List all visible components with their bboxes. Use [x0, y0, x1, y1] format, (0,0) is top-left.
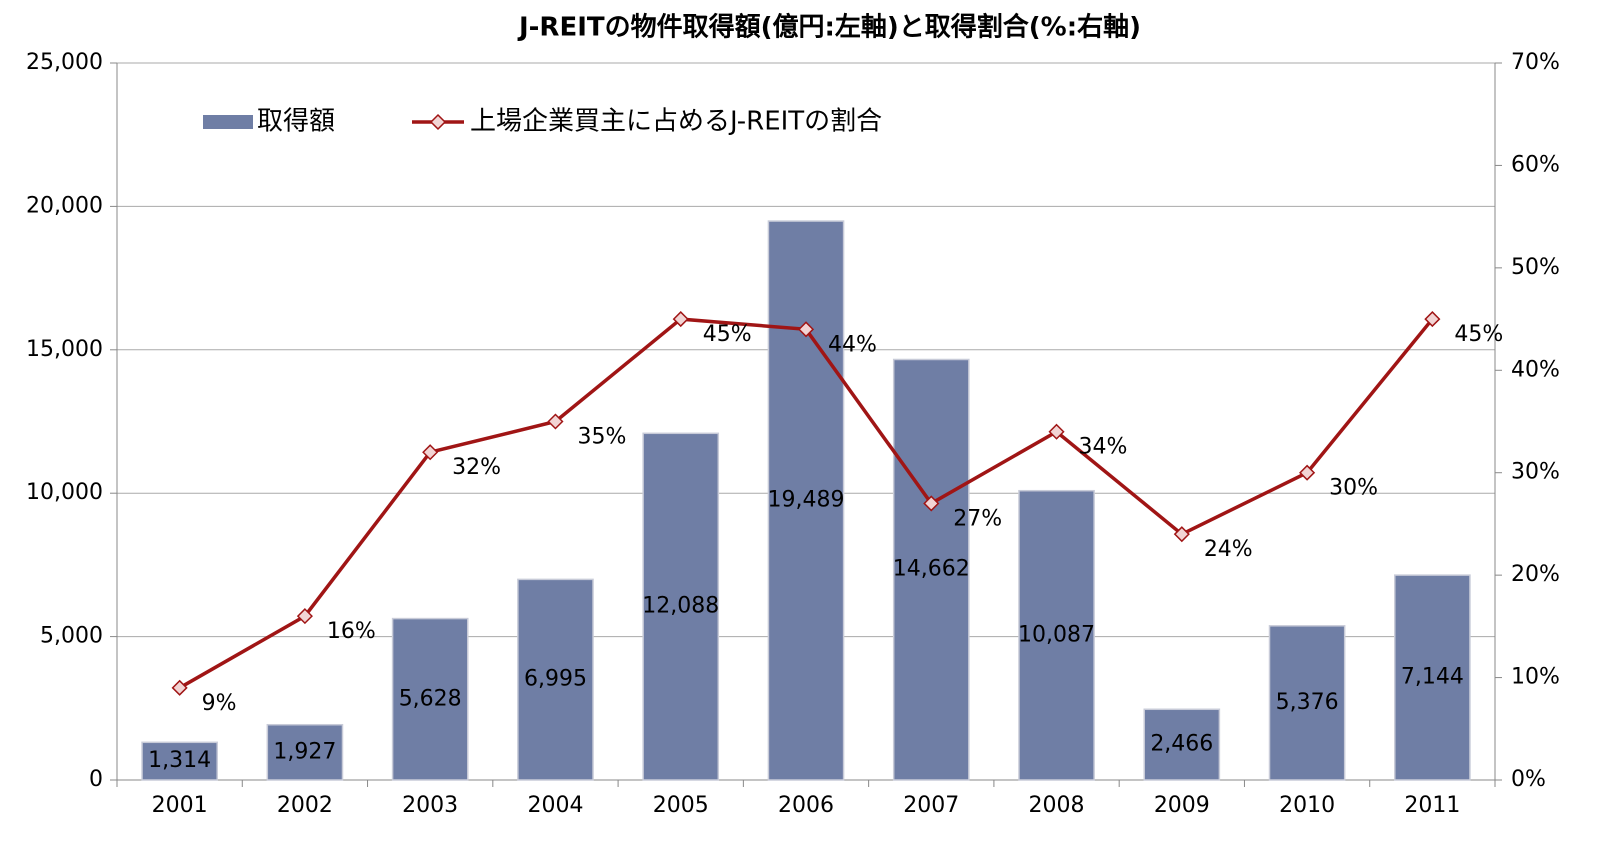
bar	[1018, 489, 1095, 781]
line-value-label: 35%	[577, 425, 626, 450]
bar-value-label: 5,376	[1276, 690, 1339, 715]
x-tick-label: 2001	[152, 793, 208, 818]
y2-tick-label: 0%	[1511, 767, 1546, 792]
y-tick-label: 25,000	[26, 50, 103, 75]
chart-title: J-REITの物件取得額(億円:左軸)と取得割合(%:右軸)	[517, 12, 1141, 43]
line-value-label: 45%	[1454, 322, 1503, 347]
bar-value-label: 1,927	[273, 739, 336, 764]
bar	[1268, 625, 1346, 781]
line-marker	[1173, 526, 1190, 543]
x-tick-label: 2007	[903, 793, 959, 818]
legend-swatch	[203, 115, 253, 129]
bar	[517, 578, 594, 781]
bar	[642, 432, 720, 781]
y-tick-label: 5,000	[40, 624, 103, 649]
bar	[266, 723, 344, 781]
x-tick-label: 2009	[1154, 793, 1210, 818]
bar-value-label: 14,662	[893, 557, 970, 582]
y-tick-label: 10,000	[26, 480, 103, 505]
line-value-label: 27%	[953, 506, 1002, 531]
x-tick-label: 2005	[653, 793, 709, 818]
line-marker	[547, 413, 564, 430]
bar-value-label: 19,489	[768, 488, 845, 513]
line-value-label: 16%	[327, 619, 376, 644]
bar-value-label: 5,628	[399, 686, 462, 711]
line-marker	[1424, 311, 1441, 328]
line-value-label: 9%	[202, 691, 237, 716]
legend-marker	[429, 113, 447, 131]
line-marker	[1048, 423, 1065, 440]
y2-tick-label: 60%	[1511, 152, 1560, 177]
line-value-label: 45%	[703, 322, 752, 347]
y2-tick-label: 50%	[1511, 255, 1560, 280]
bar-value-label: 10,087	[1018, 622, 1095, 647]
line-value-label: 30%	[1329, 476, 1378, 501]
line-marker	[923, 495, 940, 512]
y2-tick-label: 70%	[1511, 50, 1560, 75]
y-tick-label: 15,000	[26, 337, 103, 362]
bar	[892, 358, 970, 781]
x-tick-label: 2004	[527, 793, 583, 818]
bar	[1143, 708, 1221, 781]
line-marker	[1299, 464, 1316, 481]
line-value-label: 44%	[828, 332, 877, 357]
x-tick-label: 2011	[1404, 793, 1460, 818]
legend-label: 上場企業買主に占めるJ-REITの割合	[470, 107, 882, 137]
x-tick-label: 2006	[778, 793, 834, 818]
x-tick-label: 2010	[1279, 793, 1335, 818]
line-marker	[672, 311, 689, 328]
y2-tick-label: 30%	[1511, 460, 1560, 485]
line-marker	[296, 608, 313, 625]
bar-value-label: 2,466	[1150, 732, 1213, 757]
line-marker	[171, 679, 188, 696]
bar	[767, 220, 845, 781]
bar-value-label: 7,144	[1401, 665, 1464, 690]
bar-value-label: 12,088	[642, 594, 719, 619]
line-value-label: 34%	[1079, 435, 1128, 460]
x-tick-label: 2002	[277, 793, 333, 818]
line-marker	[797, 321, 815, 338]
bar	[1394, 574, 1471, 781]
x-tick-label: 2008	[1029, 793, 1085, 818]
legend-label: 取得額	[257, 107, 335, 137]
y2-tick-label: 10%	[1511, 665, 1560, 690]
line-marker	[422, 444, 439, 461]
y2-tick-label: 40%	[1511, 357, 1560, 382]
bar-value-label: 1,314	[148, 748, 211, 773]
bar	[391, 617, 469, 781]
bar-value-label: 6,995	[524, 667, 587, 692]
y2-tick-label: 20%	[1511, 562, 1560, 587]
line-value-label: 24%	[1204, 537, 1253, 562]
x-tick-label: 2003	[402, 793, 458, 818]
y-tick-label: 0	[89, 767, 103, 792]
line-value-label: 32%	[452, 455, 501, 480]
bar	[141, 741, 218, 781]
y-tick-label: 20,000	[26, 193, 103, 218]
